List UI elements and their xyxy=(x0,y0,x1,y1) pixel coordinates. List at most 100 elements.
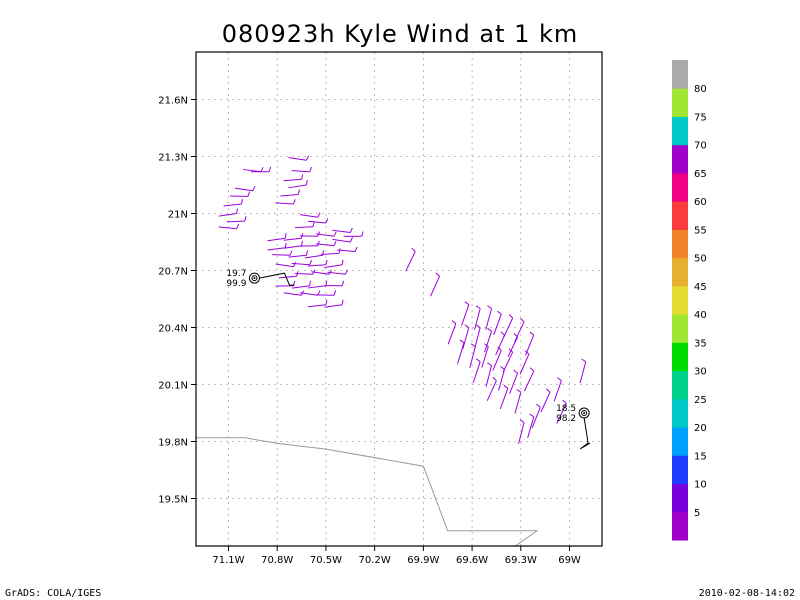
wind-barb xyxy=(502,314,514,339)
wind-barb-feather xyxy=(451,320,457,325)
wind-barb xyxy=(324,259,344,268)
wind-barb xyxy=(485,362,493,387)
wind-barb xyxy=(316,241,337,247)
storm-label-bottom: 98.2 xyxy=(556,414,576,424)
wind-barb xyxy=(514,388,522,414)
wind-barb-shaft xyxy=(267,247,286,251)
wind-barb-feather xyxy=(301,174,304,180)
wind-barb-feather xyxy=(557,377,562,382)
wind-barb-shaft xyxy=(275,263,294,268)
wind-barb-shaft xyxy=(514,391,522,414)
wind-barb xyxy=(294,221,315,229)
x-tick-label: 69.3W xyxy=(505,555,537,566)
wind-barb-feather xyxy=(309,166,312,172)
wind-barb-feather xyxy=(497,346,502,351)
wind-barb xyxy=(288,179,308,189)
wind-barb xyxy=(507,333,519,358)
wind-barb-feather xyxy=(333,290,337,296)
storm-label-top: 18.5 xyxy=(556,404,576,414)
y-tick-label: 21.6N xyxy=(158,96,188,107)
wind-barb-feather xyxy=(519,419,525,423)
wind-barb xyxy=(272,250,293,256)
wind-barb-feather xyxy=(483,343,489,347)
storm-center-dot xyxy=(583,412,586,414)
wind-barb-feather xyxy=(349,227,353,233)
y-tick-label: 21N xyxy=(168,210,188,221)
wind-barb-feather xyxy=(292,199,296,205)
x-tick-label: 70.2W xyxy=(359,555,391,566)
colorbar-swatch xyxy=(672,285,688,315)
wind-barb-shaft xyxy=(267,237,286,242)
y-tick-label: 20.7N xyxy=(158,267,188,278)
wind-barb-feather xyxy=(520,318,525,323)
wind-barb-feather xyxy=(513,333,518,338)
storm-center: 19.799.9 xyxy=(226,269,260,289)
wind-barb xyxy=(502,348,514,373)
footer-credit: GrADS: COLA/IGES xyxy=(5,588,101,599)
wind-barb-shaft xyxy=(278,275,297,279)
wind-barb xyxy=(469,343,476,368)
wind-barb-shaft xyxy=(484,331,493,353)
y-tick-label: 19.5N xyxy=(158,495,188,506)
wind-barb xyxy=(518,419,525,444)
colorbar-swatch xyxy=(672,144,688,174)
wind-barb-shaft xyxy=(307,220,326,224)
wind-barb-shaft xyxy=(234,187,253,192)
wind-barb xyxy=(218,223,240,230)
wind-barb xyxy=(288,155,310,161)
y-tick-label: 19.8N xyxy=(158,438,188,449)
wind-barb-feather xyxy=(289,250,293,256)
wind-barb-shaft xyxy=(502,317,514,339)
wind-barb-feather xyxy=(487,327,492,332)
wind-barb xyxy=(307,218,329,224)
wind-barb-shaft xyxy=(226,220,245,223)
wind-barb xyxy=(556,399,567,424)
wind-barb-feather xyxy=(546,388,551,393)
colorbar-label: 5 xyxy=(694,508,700,519)
colorbar-swatch xyxy=(672,257,688,287)
wind-barb-shaft xyxy=(498,369,506,391)
wind-barb-feather xyxy=(247,191,251,197)
wind-barb xyxy=(243,166,264,173)
wind-barb-feather xyxy=(464,324,470,328)
wind-barb-shaft xyxy=(327,271,346,275)
wind-barb-shaft xyxy=(324,264,343,268)
wind-barb-feather xyxy=(411,247,416,252)
wind-barb-shaft xyxy=(243,168,262,173)
wind-barb-feather xyxy=(500,331,505,336)
colorbar-swatch xyxy=(672,342,688,372)
wind-barb xyxy=(519,350,530,375)
wind-barb xyxy=(324,280,345,287)
wind-barb-feather xyxy=(328,269,332,275)
wind-barb xyxy=(283,174,304,182)
wind-barb-feather xyxy=(529,331,535,336)
wind-barb-feather xyxy=(236,208,238,214)
wind-barb-shaft xyxy=(307,285,326,289)
colorbar-label: 25 xyxy=(694,395,707,406)
wind-barb xyxy=(447,320,457,345)
wind-barb-shaft xyxy=(405,251,416,272)
colorbar-label: 15 xyxy=(694,451,707,462)
wind-barb-feather xyxy=(297,189,300,195)
wind-barb xyxy=(291,166,312,173)
storm-center-inner-ring xyxy=(251,275,258,282)
wind-barb-shaft xyxy=(291,262,310,266)
wind-barb xyxy=(462,324,470,349)
wind-barb-shaft xyxy=(332,229,351,233)
wind-barb xyxy=(498,366,506,391)
wind-barb-feather xyxy=(349,237,353,243)
y-tick-label: 21.3N xyxy=(158,153,188,164)
wind-barb xyxy=(291,280,312,289)
x-tick-label: 69.9W xyxy=(407,555,439,566)
wind-barb-shaft xyxy=(288,254,307,258)
wind-barb xyxy=(320,248,341,255)
wind-barb xyxy=(461,301,470,326)
wind-barb-shaft xyxy=(316,233,335,237)
wind-barb xyxy=(299,212,321,218)
wind-barb xyxy=(324,299,344,308)
wind-barb-shaft xyxy=(486,380,497,401)
wind-barb-shaft xyxy=(553,380,562,402)
wind-barb xyxy=(299,240,320,247)
storm-track: 19.799.9 18.598.2 xyxy=(226,269,591,450)
y-tick-label: 20.1N xyxy=(158,381,188,392)
